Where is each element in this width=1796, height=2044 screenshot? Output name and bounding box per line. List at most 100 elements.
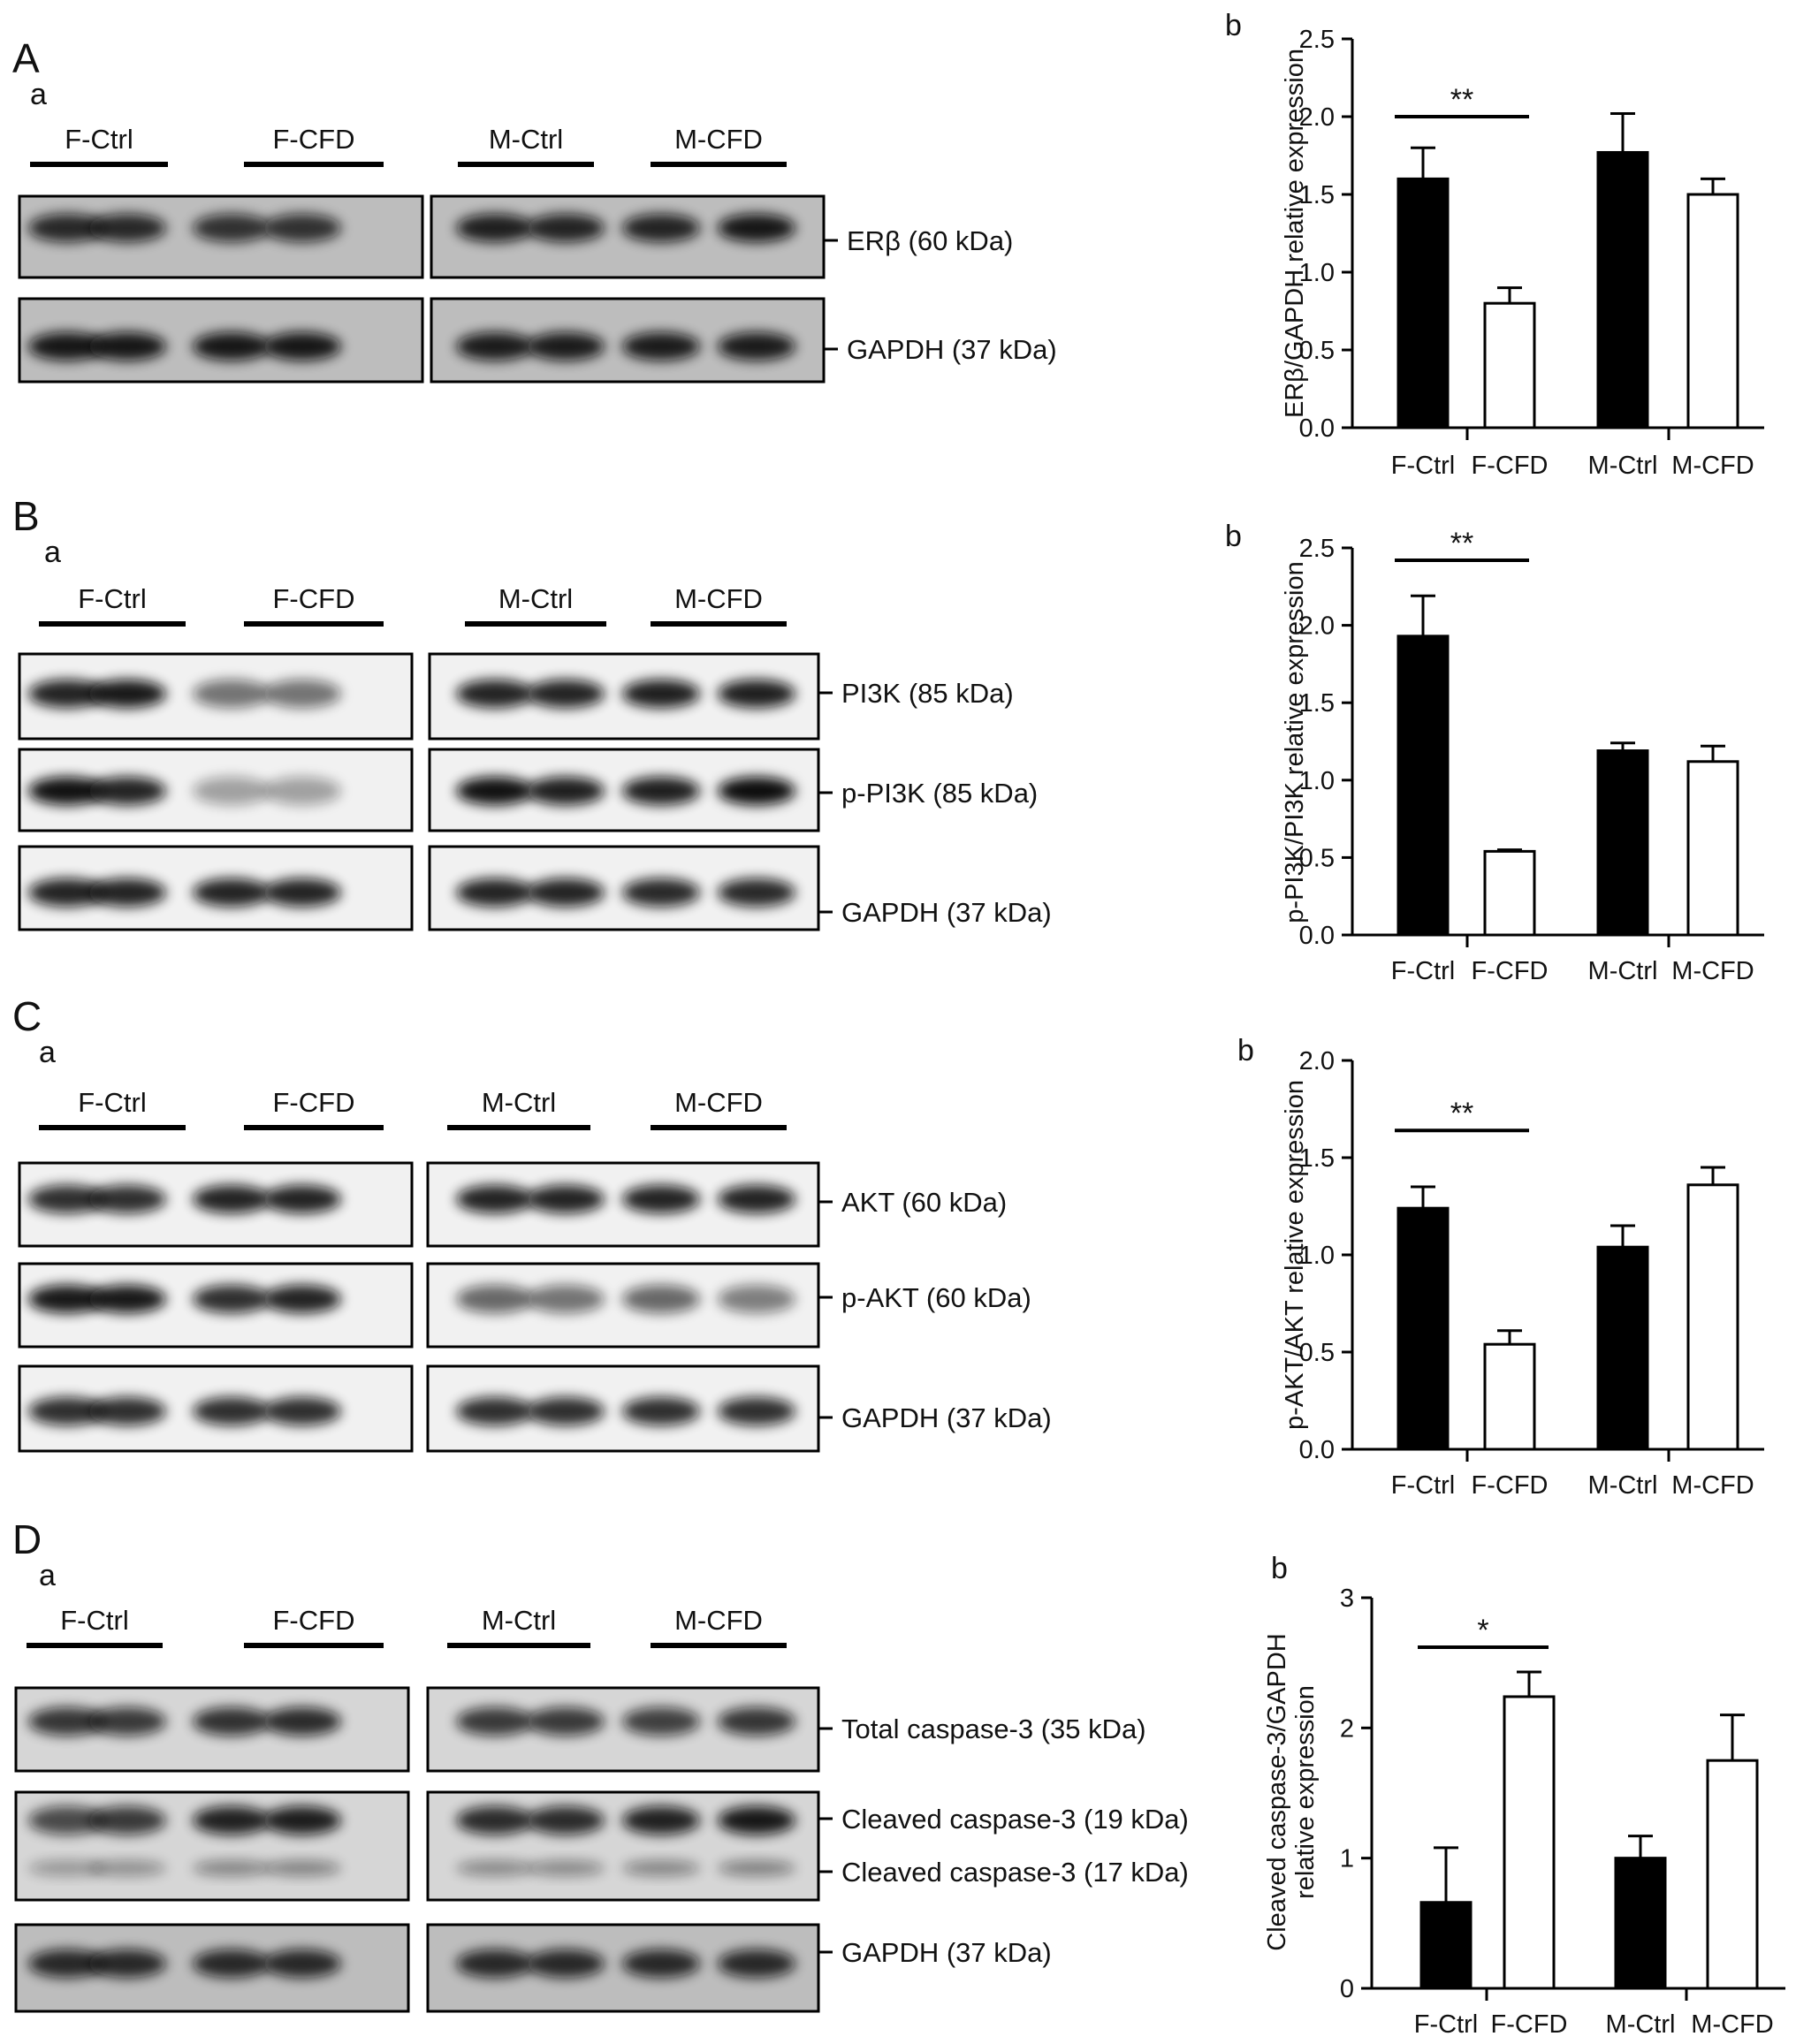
bar (1706, 1759, 1759, 1990)
band-label: GAPDH (37 kDa) (841, 897, 1052, 928)
band-label: Total caspase-3 (35 kDa) (841, 1713, 1146, 1744)
blot-row: p-PI3K (85 kDa) (18, 748, 1038, 832)
bar (1686, 193, 1739, 429)
x-tick-label: M-Ctrl (1606, 2010, 1676, 2039)
protein-band (622, 777, 700, 805)
protein-band (28, 1707, 106, 1736)
protein-band (88, 680, 166, 708)
bar (1396, 634, 1450, 937)
blot-sub-letter: a (30, 78, 47, 111)
protein-band (718, 680, 795, 708)
x-tick-label: M-Ctrl (1588, 957, 1658, 985)
protein-band (456, 214, 534, 242)
bar (1596, 1245, 1649, 1451)
x-tick-label: F-Ctrl (1391, 1471, 1455, 1500)
group-label: F-CFD (273, 1605, 355, 1636)
protein-band (88, 1397, 166, 1425)
group-label: F-Ctrl (78, 583, 146, 614)
protein-band (527, 1397, 605, 1425)
blot-row: Cleaved caspase-3 (19 kDa) Cleaved caspas… (14, 1790, 1189, 1902)
protein-band (88, 214, 166, 242)
x-tick-label: F-Ctrl (1414, 2010, 1478, 2039)
y-axis-label: p-AKT/AKT relative expression (1281, 1080, 1309, 1430)
band-label: GAPDH (37 kDa) (841, 1402, 1052, 1433)
protein-band (527, 777, 605, 805)
blot-row: GAPDH (37 kDa) (18, 1364, 1052, 1453)
protein-band (456, 332, 534, 361)
significance-marker: * (1477, 1614, 1488, 1647)
bar-chart-4: b 0 1 2 3 Cleaved caspase-3/GAPDH relative exp… (1263, 1552, 1785, 2039)
protein-band (718, 214, 795, 242)
protein-band (193, 777, 270, 805)
protein-band (263, 1806, 341, 1835)
protein-band (622, 1397, 700, 1425)
protein-band (263, 1285, 341, 1313)
x-tick-label: F-CFD (1472, 1471, 1549, 1500)
y-axis-label: Cleaved caspase-3/GAPDH relative expressi… (1263, 1633, 1320, 1950)
protein-band (527, 1285, 605, 1313)
blot-panel-b: Ba F-Ctrl F-CFD M-Ctrl M-CFD PI3K (85 kDa) p-P… (12, 493, 1052, 931)
chart-sub-letter: b (1237, 1034, 1254, 1068)
bar (1686, 1183, 1739, 1451)
protein-band (263, 214, 341, 242)
chart-sub-letter: b (1271, 1552, 1288, 1585)
band-label: GAPDH (37 kDa) (847, 334, 1057, 365)
group-label: F-CFD (273, 124, 355, 155)
group-label: F-Ctrl (65, 124, 133, 155)
y-tick-label: 2.5 (1299, 26, 1335, 54)
bar (1483, 1342, 1536, 1451)
protein-band (456, 680, 534, 708)
protein-band (527, 1707, 605, 1736)
x-tick-label: F-CFD (1472, 957, 1549, 985)
protein-band (527, 878, 605, 907)
significance-marker: ** (1450, 83, 1473, 117)
protein-band (88, 1285, 166, 1313)
protein-band (456, 878, 534, 907)
x-tick-label: M-Ctrl (1588, 452, 1658, 480)
group-label: M-Ctrl (482, 1605, 556, 1636)
protein-band (263, 1707, 341, 1736)
protein-band (28, 1285, 106, 1313)
protein-band (28, 680, 106, 708)
protein-band (263, 332, 341, 361)
group-label: M-CFD (674, 1087, 763, 1118)
protein-band (622, 878, 700, 907)
group-label: F-CFD (273, 1087, 355, 1118)
protein-band (193, 1949, 270, 1978)
protein-band (718, 1949, 795, 1978)
blot-row: GAPDH (37 kDa) (18, 297, 1057, 384)
protein-band (88, 878, 166, 907)
group-label: M-CFD (674, 583, 763, 614)
protein-band (718, 878, 795, 907)
blot-row: ERβ (60 kDa) (18, 194, 1013, 279)
protein-band (88, 1806, 166, 1835)
protein-band (718, 1860, 795, 1876)
protein-band (527, 1949, 605, 1978)
protein-band (622, 1860, 700, 1876)
y-tick-label: 1 (1340, 1845, 1354, 1873)
protein-band (622, 1185, 700, 1213)
protein-band (527, 1860, 605, 1876)
x-tick-label: F-CFD (1491, 2010, 1568, 2039)
panel-letter: B (12, 493, 40, 539)
blot-row: p-AKT (60 kDa) (18, 1262, 1031, 1349)
protein-band (527, 214, 605, 242)
chart-sub-letter: b (1225, 520, 1242, 553)
y-tick-label: 2.0 (1299, 1047, 1335, 1075)
blot-sub-letter: a (39, 1559, 56, 1592)
blot-row: AKT (60 kDa) (18, 1161, 1007, 1248)
protein-band (28, 1185, 106, 1213)
protein-band (88, 1185, 166, 1213)
protein-band (263, 1397, 341, 1425)
blot-row: GAPDH (37 kDa) (18, 845, 1052, 931)
blot-panel-c: Ca F-Ctrl F-CFD M-Ctrl M-CFD AKT (60 kDa) p-AK… (12, 993, 1052, 1453)
protein-band (263, 777, 341, 805)
protein-band (193, 878, 270, 907)
bar (1396, 177, 1450, 429)
band-label: Cleaved caspase-3 (17 kDa) (841, 1857, 1189, 1888)
protein-band (622, 1707, 700, 1736)
bar (1596, 749, 1649, 937)
x-tick-label: F-Ctrl (1391, 957, 1455, 985)
x-tick-label: M-CFD (1691, 2010, 1773, 2039)
